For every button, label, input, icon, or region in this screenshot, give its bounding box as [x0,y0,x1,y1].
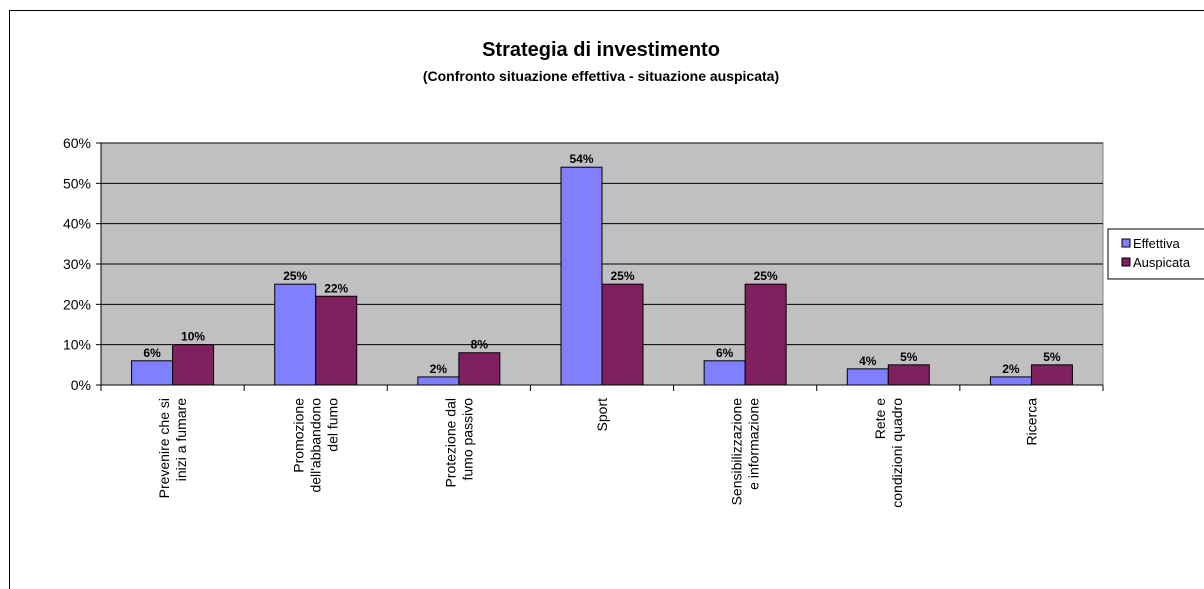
legend-label-auspicata: Auspicata [1133,255,1191,270]
bar-effettiva [131,360,174,386]
data-label: 2% [1002,362,1020,376]
category-label: Rete e [872,398,888,439]
y-tick-label: 60% [63,135,91,151]
chart-subtitle: (Confronto situazione effettiva - situaz… [423,68,779,84]
bar-effettiva [274,283,317,386]
chart-title: Strategia di investimento [482,39,720,61]
category-label: dell'abbandono [308,398,324,493]
bar-effettiva [560,166,603,386]
legend-box [1107,228,1204,280]
legend: Effettiva Auspicata [1107,228,1204,280]
category-label: Protezione dal [442,398,458,488]
y-tick-label: 20% [63,296,91,312]
bar-effettiva [846,368,889,386]
bar-auspicata [172,344,215,386]
bar-auspicata [887,364,930,386]
legend-swatch-auspicata [1121,257,1131,267]
data-label: 5% [900,350,918,364]
data-label: 22% [324,281,348,295]
y-tick-label: 50% [63,175,91,191]
legend-swatch-effettiva [1121,238,1131,248]
bar-auspicata [315,295,358,386]
y-tick-label: 30% [63,256,91,272]
data-label: 54% [569,152,593,166]
data-label: 4% [859,354,877,368]
y-tick-label: 10% [63,337,91,353]
category-label: inizi a fumare [173,398,189,481]
data-label: 25% [754,269,778,283]
category-label: fumo passivo [459,398,475,481]
bar-auspicata [1030,364,1073,386]
y-tick-label: 0% [71,377,91,393]
category-label: Sport [594,398,610,432]
data-label: 6% [716,346,734,360]
bar-effettiva [703,360,746,386]
chart-frame [9,10,1204,589]
data-label: 25% [283,269,307,283]
category-label: e informazione [746,398,762,490]
category-label: Sensibilizzazione [729,398,745,506]
category-label: Prevenire che si [156,398,172,498]
data-label: 6% [143,346,161,360]
category-label: condizioni quadro [889,398,905,508]
data-label: 2% [430,362,448,376]
legend-label-effettiva: Effettiva [1133,236,1181,251]
y-tick-label: 40% [63,216,91,232]
category-label: del fumo [325,398,341,452]
bar-effettiva [417,376,460,386]
plot-area: 0% 10% 20% 30% 40% 50% 60% 6% 10% Prevenire che s… [63,135,1104,508]
data-label: 10% [181,330,205,344]
category-label: Promozione [291,398,307,473]
bar-auspicata [458,352,501,386]
data-label: 8% [471,338,489,352]
data-label: 5% [1043,350,1061,364]
bar-auspicata [744,283,787,386]
data-label: 25% [610,269,634,283]
category-label: Ricerca [1023,398,1039,446]
bar-effettiva [989,376,1032,386]
bar-auspicata [601,283,644,386]
